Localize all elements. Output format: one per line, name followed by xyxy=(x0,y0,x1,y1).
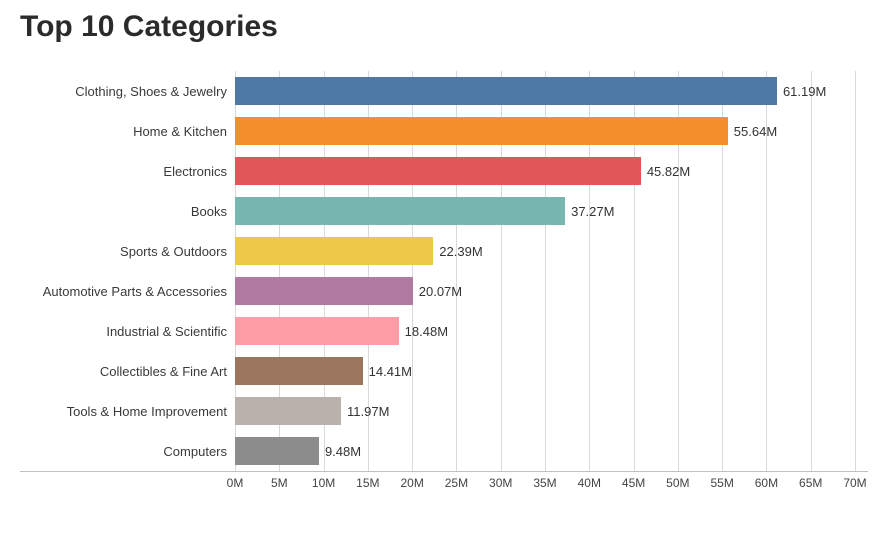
bar-row: Automotive Parts & Accessories 20.07M xyxy=(20,271,868,311)
bar xyxy=(235,357,363,385)
bar-row: Industrial & Scientific 18.48M xyxy=(20,311,868,351)
chart-title: Top 10 Categories xyxy=(20,10,868,43)
bar-chart: Clothing, Shoes & Jewelry 61.19M Home & Ki… xyxy=(20,71,868,494)
x-tick-label: 0M xyxy=(227,476,244,490)
x-tick-label: 25M xyxy=(445,476,468,490)
category-label: Tools & Home Improvement xyxy=(20,404,235,419)
value-label: 37.27M xyxy=(571,204,614,219)
category-label: Sports & Outdoors xyxy=(20,244,235,259)
category-label: Computers xyxy=(20,444,235,459)
x-tick-label: 5M xyxy=(271,476,288,490)
bar-row: Electronics 45.82M xyxy=(20,151,868,191)
x-tick-label: 20M xyxy=(400,476,423,490)
bar xyxy=(235,277,413,305)
x-tick-label: 15M xyxy=(356,476,379,490)
value-label: 22.39M xyxy=(439,244,482,259)
x-tick-label: 35M xyxy=(533,476,556,490)
category-label: Collectibles & Fine Art xyxy=(20,364,235,379)
bar xyxy=(235,197,565,225)
category-label: Clothing, Shoes & Jewelry xyxy=(20,84,235,99)
x-tick-label: 40M xyxy=(578,476,601,490)
bar-row: Home & Kitchen 55.64M xyxy=(20,111,868,151)
x-tick-label: 10M xyxy=(312,476,335,490)
value-label: 20.07M xyxy=(419,284,462,299)
bar xyxy=(235,437,319,465)
x-axis: 0M5M10M15M20M25M30M35M40M45M50M55M60M65M… xyxy=(235,472,855,494)
x-tick-label: 60M xyxy=(755,476,778,490)
bar xyxy=(235,237,433,265)
category-label: Industrial & Scientific xyxy=(20,324,235,339)
x-tick-label: 45M xyxy=(622,476,645,490)
bar xyxy=(235,397,341,425)
bar-row: Sports & Outdoors 22.39M xyxy=(20,231,868,271)
bar-row: Computers 9.48M xyxy=(20,431,868,471)
category-label: Automotive Parts & Accessories xyxy=(20,284,235,299)
bar-row: Collectibles & Fine Art 14.41M xyxy=(20,351,868,391)
bar xyxy=(235,77,777,105)
bar xyxy=(235,117,728,145)
x-tick-label: 65M xyxy=(799,476,822,490)
x-tick-label: 70M xyxy=(843,476,866,490)
category-label: Electronics xyxy=(20,164,235,179)
value-label: 11.97M xyxy=(347,404,389,419)
value-label: 45.82M xyxy=(647,164,690,179)
x-tick-label: 55M xyxy=(710,476,733,490)
bar-row: Books 37.27M xyxy=(20,191,868,231)
bar xyxy=(235,157,641,185)
value-label: 55.64M xyxy=(734,124,777,139)
bar xyxy=(235,317,399,345)
category-label: Home & Kitchen xyxy=(20,124,235,139)
value-label: 61.19M xyxy=(783,84,826,99)
bar-row: Tools & Home Improvement 11.97M xyxy=(20,391,868,431)
value-label: 18.48M xyxy=(405,324,448,339)
bar-row: Clothing, Shoes & Jewelry 61.19M xyxy=(20,71,868,111)
category-label: Books xyxy=(20,204,235,219)
x-tick-label: 50M xyxy=(666,476,689,490)
value-label: 14.41M xyxy=(369,364,412,379)
x-tick-label: 30M xyxy=(489,476,512,490)
value-label: 9.48M xyxy=(325,444,361,459)
